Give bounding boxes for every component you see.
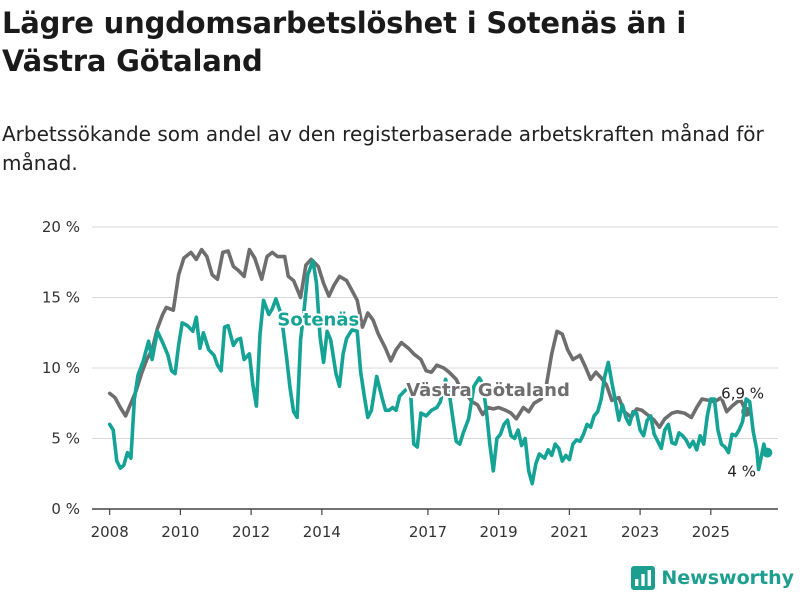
x-tick-label: 2010: [161, 523, 199, 541]
brand-name: Newsworthy: [661, 567, 794, 589]
end-value-label-vastra-gotaland: 6,9 %: [721, 385, 764, 403]
newsworthy-bar-chart-icon: [631, 566, 656, 590]
series-line-soten-s: [107, 259, 770, 486]
x-tick-label: 2017: [409, 523, 447, 541]
series-line-v-stra-g-taland: [107, 247, 748, 429]
y-tick-label: 5 %: [51, 430, 80, 448]
x-tick-label: 2012: [232, 523, 270, 541]
y-tick-label: 0 %: [51, 500, 80, 518]
x-tick-label: 2008: [91, 523, 129, 541]
chart-title: Lägre ungdomsarbetslöshet i Sotenäs än i…: [2, 6, 687, 78]
chart-subtitle: Arbetssökande som andel av den registerb…: [2, 122, 764, 175]
series-end-point-soten-s: [762, 447, 773, 458]
series-label-v-stra-g-taland: Västra Götaland: [406, 380, 570, 401]
y-tick-label: 20 %: [42, 218, 80, 236]
y-tick-label: 10 %: [42, 359, 80, 377]
x-tick-label: 2023: [621, 523, 659, 541]
end-value-label-sotenas: 4 %: [727, 463, 756, 481]
x-tick-label: 2021: [550, 523, 588, 541]
x-tick-label: 2025: [692, 523, 730, 541]
series-label-soten-s: Sotenäs: [277, 310, 359, 331]
x-tick-label: 2014: [303, 523, 341, 541]
x-tick-label: 2019: [480, 523, 518, 541]
brand: Newsworthy: [631, 566, 794, 590]
y-tick-label: 15 %: [42, 289, 80, 307]
